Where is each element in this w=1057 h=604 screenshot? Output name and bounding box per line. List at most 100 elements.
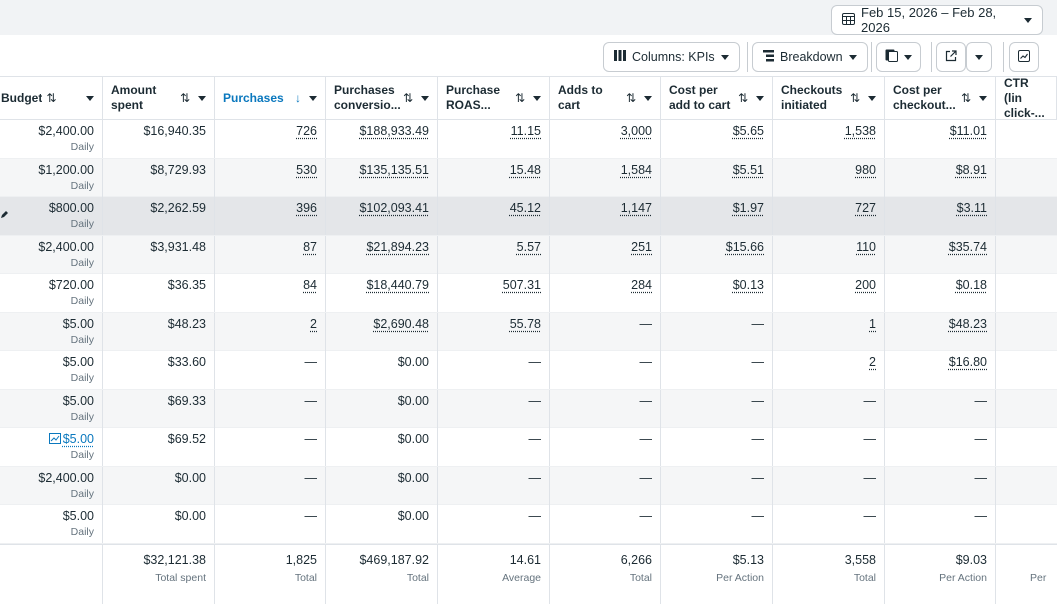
cell-value[interactable]: $102,093.41 <box>359 201 429 215</box>
column-header-ctr[interactable]: CTR (lin click-... <box>996 75 1057 120</box>
column-header-adds-to-cart[interactable]: Adds to cart ⇅ <box>550 77 661 119</box>
cell-value[interactable]: $35.74 <box>948 239 987 254</box>
column-header-purchases[interactable]: Purchases ↓ <box>215 77 326 119</box>
cell-value[interactable]: 45.12 <box>509 201 541 215</box>
cell-value[interactable]: 200 <box>855 278 876 292</box>
cell-value[interactable]: 55.78 <box>509 316 541 331</box>
cell-value[interactable]: $135,135.51 <box>359 162 429 177</box>
column-header-cost-per-add-to-cart[interactable]: Cost per add to cart ⇅ <box>661 77 773 119</box>
cell-value[interactable]: 251 <box>631 239 652 254</box>
cell-value[interactable]: $21,894.23 <box>366 239 429 254</box>
column-header-purchases-conversion[interactable]: Purchases conversio... ⇅ <box>326 77 438 119</box>
cell-value[interactable]: 110 <box>856 239 876 254</box>
cell-value[interactable]: 396 <box>296 201 317 215</box>
cell-budget: $5.00 Daily <box>0 389 103 428</box>
cell-value[interactable]: $0.00 <box>397 509 429 523</box>
cell-value[interactable]: 1,147 <box>620 201 652 215</box>
cell-value[interactable]: 284 <box>631 278 652 292</box>
cell-value[interactable]: $0.00 <box>397 355 429 369</box>
export-menu-button[interactable] <box>966 42 992 72</box>
chevron-down-icon[interactable] <box>756 95 764 101</box>
sort-icon[interactable]: ⇅ <box>737 91 748 105</box>
table-row[interactable]: $1,200.00 Daily $8,729.93 530 $135,135.51 15.… <box>0 158 1057 197</box>
cell-value[interactable]: 726 <box>296 124 317 138</box>
cell-value[interactable]: $0.13 <box>732 278 764 292</box>
reports-button[interactable] <box>876 42 921 72</box>
columns-button[interactable]: Columns: KPIs <box>603 42 740 72</box>
cell-value[interactable]: $16.80 <box>948 355 987 369</box>
charts-button[interactable] <box>1009 42 1039 72</box>
sort-icon[interactable]: ⇅ <box>402 91 413 105</box>
cell-value[interactable]: 87 <box>303 239 317 254</box>
chevron-down-icon[interactable] <box>533 95 541 101</box>
cell-value[interactable]: $11.01 <box>949 124 987 138</box>
column-header-amount-spent[interactable]: Amount spent ⇅ <box>103 77 215 119</box>
cell-value[interactable]: 2 <box>310 316 317 331</box>
pencil-icon[interactable] <box>1 207 9 218</box>
cell-value[interactable]: $18,440.79 <box>366 278 429 292</box>
cell-value[interactable]: 727 <box>855 201 876 215</box>
cell-value[interactable]: 1,538 <box>844 124 876 138</box>
cell-value[interactable]: $0.00 <box>397 432 429 446</box>
sort-icon[interactable]: ⇅ <box>514 91 525 105</box>
cell-purchases-conversion: $2,690.48 <box>326 312 438 351</box>
table-row[interactable]: $2,400.00 Daily $0.00 — $0.00 — — — — — <box>0 466 1057 505</box>
sort-icon[interactable]: ⇅ <box>849 91 860 105</box>
cell-value[interactable]: $0.00 <box>397 393 429 408</box>
table-row[interactable]: $800.00 Daily $2,262.59 396 $102,093.41 45.12… <box>0 197 1057 236</box>
cell-value[interactable]: $15.66 <box>725 239 764 254</box>
total-value: 1,825 <box>285 552 317 567</box>
column-header-label: CTR (lin click-... <box>1004 75 1045 120</box>
table-row[interactable]: $5.00 Daily $48.23 2 $2,690.48 55.78 — — 1 $48.23 <box>0 312 1057 351</box>
sort-icon[interactable]: ⇅ <box>960 91 971 105</box>
chevron-down-icon[interactable] <box>868 95 876 101</box>
cell-value: — <box>639 509 653 523</box>
cell-value[interactable]: 1 <box>869 316 876 331</box>
cell-value[interactable]: $5.65 <box>732 124 764 138</box>
cell-value[interactable]: $2,690.48 <box>373 316 429 331</box>
cell-value[interactable]: $5.51 <box>732 162 764 177</box>
sort-icon[interactable]: ⇅ <box>179 91 190 105</box>
cell-value[interactable]: $1.97 <box>732 201 764 215</box>
sort-icon[interactable]: ⇅ <box>46 91 57 105</box>
column-header-cost-per-checkout[interactable]: Cost per checkout... ⇅ <box>885 77 996 119</box>
cell-value[interactable]: $0.18 <box>955 278 987 292</box>
sort-icon[interactable]: ⇅ <box>625 91 636 105</box>
cell-value[interactable]: 980 <box>855 162 876 177</box>
sort-desc-icon[interactable]: ↓ <box>295 91 301 105</box>
chevron-down-icon[interactable] <box>979 95 987 101</box>
table-row[interactable]: $5.00 Daily $69.33 — $0.00 — — — — — <box>0 389 1057 428</box>
chevron-down-icon[interactable] <box>644 95 652 101</box>
table-row[interactable]: $5.00 Daily $69.52 — $0.00 — — — — — <box>0 428 1057 467</box>
table-row[interactable]: $5.00 Daily $33.60 — $0.00 — — — 2 $16.80 <box>0 351 1057 390</box>
chevron-down-icon[interactable] <box>86 95 94 101</box>
cell-value[interactable]: 530 <box>296 162 317 177</box>
cell-value[interactable]: $188,933.49 <box>359 124 429 138</box>
cell-value[interactable]: $3.11 <box>956 201 987 215</box>
cell-value[interactable]: 11.15 <box>510 124 541 138</box>
chevron-down-icon[interactable] <box>309 95 317 101</box>
chevron-down-icon[interactable] <box>421 95 429 101</box>
export-button[interactable] <box>936 42 966 72</box>
cell-value[interactable]: 5.57 <box>516 239 541 254</box>
cell-value[interactable]: 507.31 <box>502 278 541 292</box>
table-row[interactable]: $2,400.00 Daily $16,940.35 726 $188,933.49 11… <box>0 120 1057 159</box>
date-range-picker[interactable]: Feb 15, 2026 – Feb 28, 2026 <box>831 5 1043 35</box>
column-header-purchase-roas[interactable]: Purchase ROAS... ⇅ <box>438 77 550 119</box>
cell-value[interactable]: 84 <box>303 278 317 292</box>
cell-value[interactable]: 3,000 <box>620 124 652 138</box>
cell-value[interactable]: 2 <box>869 355 876 369</box>
table-row[interactable]: $720.00 Daily $36.35 84 $18,440.79 507.31 284 $… <box>0 274 1057 313</box>
cell-value[interactable]: $0.00 <box>397 470 429 485</box>
cell-value[interactable]: 1,584 <box>620 162 652 177</box>
column-header-budget[interactable]: Budget ⇅ <box>0 77 103 119</box>
table-row[interactable]: $5.00 Daily $0.00 — $0.00 — — — — — <box>0 505 1057 544</box>
table-row[interactable]: $2,400.00 Daily $3,931.48 87 $21,894.23 5.57 2… <box>0 235 1057 274</box>
chevron-down-icon[interactable] <box>198 95 206 101</box>
cell-ctr <box>996 159 1057 197</box>
cell-value[interactable]: $48.23 <box>948 316 987 331</box>
column-header-checkouts-initiated[interactable]: Checkouts initiated ⇅ <box>773 77 885 119</box>
cell-value[interactable]: 15.48 <box>509 162 541 177</box>
cell-value[interactable]: $8.91 <box>955 162 987 177</box>
breakdown-button[interactable]: Breakdown <box>752 42 868 72</box>
